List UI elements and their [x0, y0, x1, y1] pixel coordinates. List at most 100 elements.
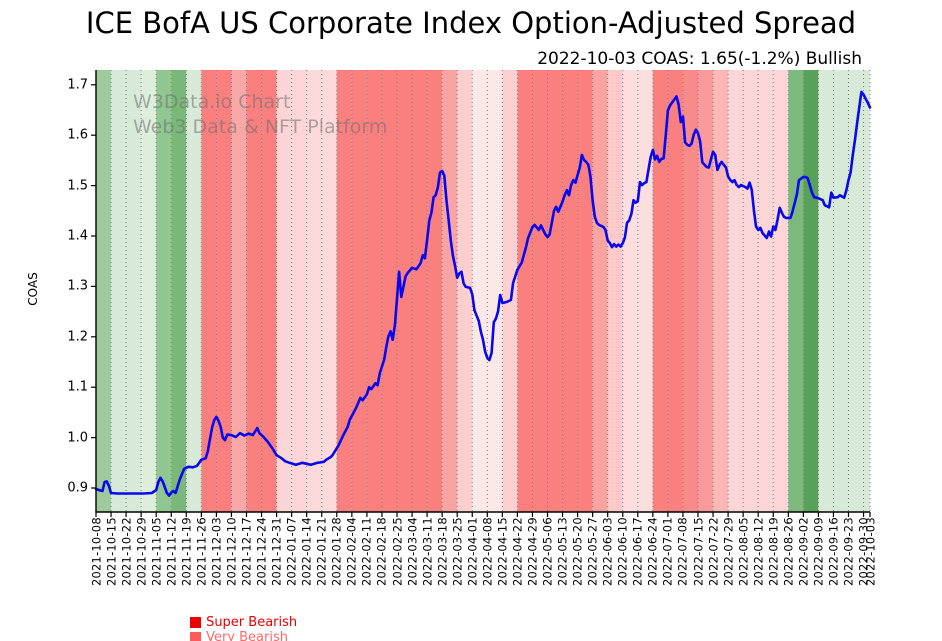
x-tick-label: 2022-01-14	[299, 517, 314, 586]
x-tick-label: 2021-12-17	[239, 517, 254, 586]
rating-band	[803, 70, 819, 512]
x-tick-label: 2021-10-08	[89, 517, 103, 586]
rating-band	[472, 70, 488, 512]
rating-band	[502, 70, 518, 512]
gridlines	[95, 70, 871, 512]
y-tick-label: 1.4	[67, 228, 88, 244]
x-tick-label: 2022-06-17	[630, 517, 645, 586]
rating-band	[186, 70, 202, 512]
rating-band	[427, 70, 443, 512]
x-tick-label: 2022-07-29	[721, 517, 736, 586]
x-tick-label: 2022-06-03	[600, 517, 615, 586]
rating-band	[592, 70, 608, 512]
rating-band	[758, 70, 774, 512]
x-tick-label: 2022-09-09	[811, 517, 826, 586]
legend-swatch-icon	[190, 617, 202, 628]
rating-band	[577, 70, 593, 512]
x-tick-label: 2022-08-26	[781, 517, 796, 586]
x-tick-label: 2022-07-22	[706, 517, 721, 586]
x-tick-label: 2022-04-15	[495, 517, 510, 586]
rating-band	[291, 70, 307, 512]
chart-subtitle: 2022-10-03 COAS: 1.65(-1.2%) Bullish	[537, 49, 862, 69]
x-tick-label: 2021-10-22	[119, 517, 134, 586]
rating-band	[306, 70, 322, 512]
rating-band	[366, 70, 382, 512]
rating-band	[457, 70, 473, 512]
x-tick-label: 2022-09-16	[826, 517, 841, 586]
rating-band	[442, 70, 458, 512]
legend-item-label: Very Bearish	[206, 630, 288, 641]
legend-item-label: Super Bearish	[206, 615, 298, 630]
rating-band	[622, 70, 638, 512]
x-tick-label: 2022-01-28	[329, 517, 344, 586]
x-tick-label: 2022-02-18	[374, 517, 389, 586]
x-tick-label: 2022-04-08	[480, 517, 495, 586]
rating-band	[698, 70, 714, 512]
x-tick-label: 2021-11-05	[149, 517, 164, 586]
y-tick-label: 1.0	[67, 430, 88, 446]
x-tick-label: 2021-10-15	[104, 517, 119, 586]
legend-item: Super Bearish	[190, 615, 297, 630]
x-tick-label: 2022-08-12	[751, 517, 766, 586]
x-tick-label: 2021-10-29	[134, 517, 149, 586]
x-tick-label: 2022-01-07	[284, 517, 299, 586]
rating-band	[171, 70, 187, 512]
axes-spines-ticks	[91, 70, 871, 517]
x-tick-label: 2021-12-03	[209, 517, 224, 586]
x-tick-label: 2022-03-25	[450, 517, 465, 586]
rating-band	[743, 70, 759, 512]
page-title: ICE BofA US Corporate Index Option-Adjus…	[85, 6, 857, 40]
x-tick-label: 2022-08-05	[736, 517, 751, 586]
rating-band	[728, 70, 744, 512]
x-tick-label: 2022-06-24	[645, 517, 660, 586]
x-tick-label: 2022-01-21	[314, 517, 329, 586]
x-tick-label: 2022-07-15	[691, 517, 705, 586]
x-tick-label: 2022-04-29	[525, 517, 540, 586]
x-tick-label: 2021-11-12	[164, 517, 179, 586]
rating-band	[156, 70, 172, 512]
rating-band	[111, 70, 127, 512]
legend-swatch-icon	[190, 632, 202, 641]
watermark-line1: W3Data.io Chart	[133, 91, 290, 113]
x-tick-label: 2022-05-20	[570, 517, 585, 586]
x-tick-label: 2021-11-19	[179, 517, 194, 586]
rating-band	[637, 70, 653, 512]
rating-band	[216, 70, 232, 512]
x-tick-label: 2022-02-04	[344, 517, 359, 586]
rating-band	[487, 70, 503, 512]
x-tick-label: 2022-02-25	[390, 517, 404, 586]
y-tick-label: 1.6	[67, 127, 88, 143]
y-tick-label: 1.5	[67, 178, 88, 194]
x-tick-label: 2022-05-06	[540, 517, 555, 586]
rating-band	[562, 70, 578, 512]
x-tick-label: 2021-12-24	[254, 517, 269, 586]
y-tick-label: 1.7	[67, 77, 88, 93]
rating-band	[667, 70, 683, 512]
rating-band	[231, 70, 247, 512]
x-tick-label: 2022-05-13	[555, 517, 570, 586]
rating-band	[321, 70, 337, 512]
rating-band	[713, 70, 729, 512]
x-tick-label: 2022-09-23	[841, 517, 856, 586]
rating-band	[607, 70, 623, 512]
y-tick-label: 1.2	[67, 329, 88, 345]
rating-band	[818, 70, 834, 512]
rating-band	[261, 70, 277, 512]
x-tick-label: 2022-04-01	[465, 517, 480, 586]
rating-band	[517, 70, 533, 512]
x-tick-label: 2022-08-19	[766, 517, 781, 586]
x-tick-label: 2022-10-03	[863, 517, 877, 586]
rating-band	[412, 70, 428, 512]
x-tick-label: 2021-12-31	[269, 517, 284, 586]
rating-band	[201, 70, 217, 512]
x-tick-label: 2021-12-10	[224, 517, 239, 586]
rating-band	[773, 70, 789, 512]
rating-band	[351, 70, 367, 512]
x-tick-label: 2022-04-22	[510, 517, 525, 586]
x-tick-label: 2022-09-02	[796, 517, 811, 586]
rating-band	[682, 70, 698, 512]
y-tick-label: 0.9	[67, 480, 88, 496]
